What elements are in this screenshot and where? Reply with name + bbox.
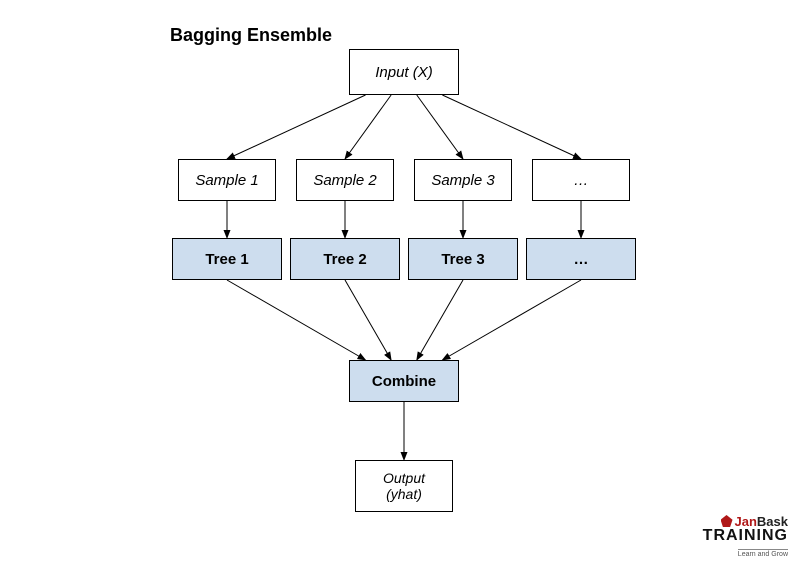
node-output: Output(yhat): [355, 460, 453, 512]
node-t4: …: [526, 238, 636, 280]
edge-input-s4: [442, 95, 581, 159]
node-label-t2: Tree 2: [323, 251, 366, 268]
node-label-s3: Sample 3: [431, 172, 494, 189]
diagram-title: Bagging Ensemble: [170, 25, 332, 46]
node-t1: Tree 1: [172, 238, 282, 280]
logo-icon: [721, 515, 733, 527]
node-s3: Sample 3: [414, 159, 512, 201]
edge-t1-combine: [227, 280, 366, 360]
diagram-title-text: Bagging Ensemble: [170, 25, 332, 45]
edge-input-s3: [417, 95, 463, 159]
logo-tagline: Learn and Grow: [738, 549, 788, 558]
node-label-t3: Tree 3: [441, 251, 484, 268]
node-label-output: Output(yhat): [383, 470, 425, 502]
edge-t3-combine: [417, 280, 463, 360]
node-input: Input (X): [349, 49, 459, 95]
node-s2: Sample 2: [296, 159, 394, 201]
brand-logo: JanBask TRAINING Learn and Grow: [703, 515, 788, 560]
node-s4: …: [532, 159, 630, 201]
node-label-t4: …: [574, 251, 589, 268]
node-label-input: Input (X): [375, 64, 433, 81]
logo-line2: TRAINING: [703, 528, 788, 544]
edge-input-s2: [345, 95, 391, 159]
edge-t4-combine: [442, 280, 581, 360]
node-t3: Tree 3: [408, 238, 518, 280]
node-label-s4: …: [574, 172, 589, 189]
node-label-s1: Sample 1: [195, 172, 258, 189]
node-label-t1: Tree 1: [205, 251, 248, 268]
node-s1: Sample 1: [178, 159, 276, 201]
node-label-combine: Combine: [372, 373, 436, 390]
node-combine: Combine: [349, 360, 459, 402]
edge-t2-combine: [345, 280, 391, 360]
node-t2: Tree 2: [290, 238, 400, 280]
edge-input-s1: [227, 95, 366, 159]
node-label-s2: Sample 2: [313, 172, 376, 189]
